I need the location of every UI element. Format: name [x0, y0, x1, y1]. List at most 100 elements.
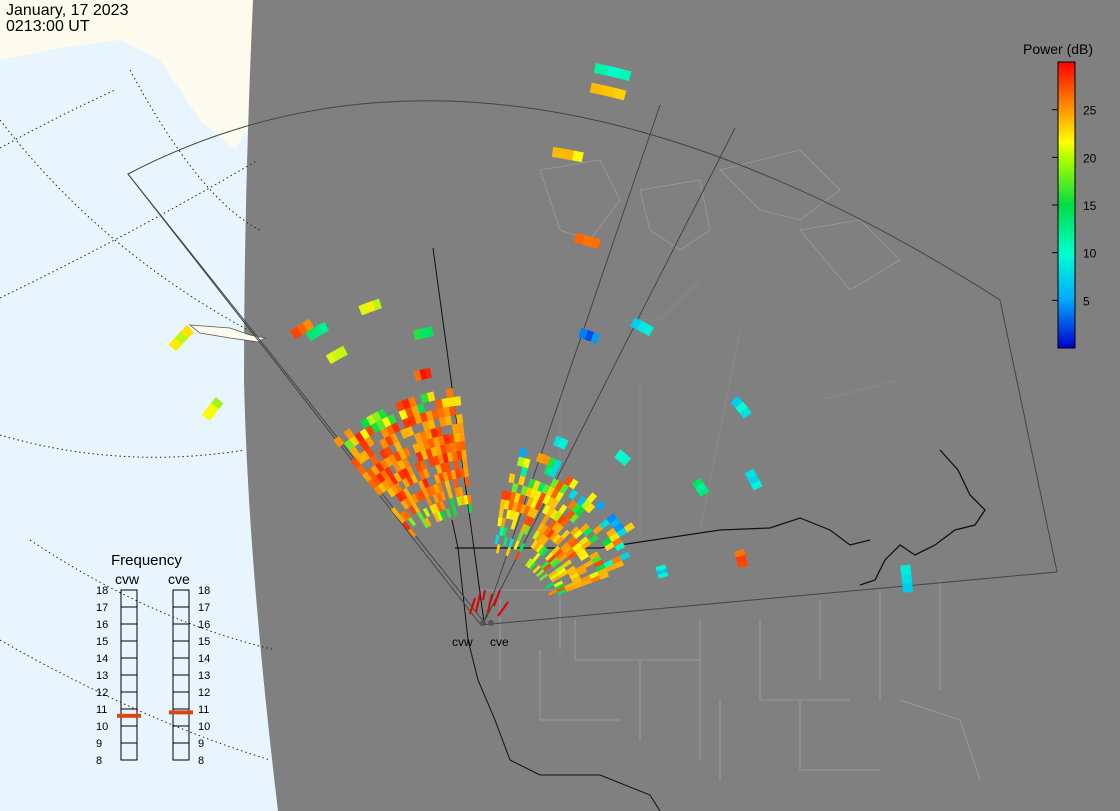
power-cell: [580, 575, 591, 583]
radar-site-cvw[interactable]: cvw: [452, 589, 509, 649]
power-cell: [567, 551, 578, 560]
power-cell: [730, 395, 743, 409]
power-cell: [519, 504, 527, 514]
power-cell: [400, 499, 409, 510]
frequency-tick-label: 9: [198, 738, 204, 750]
power-cell: [375, 419, 386, 431]
power-cell: [547, 554, 557, 564]
power-cell: [572, 578, 583, 586]
power-cell: [550, 488, 560, 500]
power-cell: [553, 548, 563, 558]
power-cell: [549, 478, 560, 489]
power-cell: [438, 416, 447, 427]
power-cell: [454, 441, 462, 452]
power-cell: [583, 559, 594, 569]
power-cell: [371, 475, 382, 486]
power-cell: [509, 491, 517, 502]
power-cell: [536, 522, 545, 533]
power-cell: [412, 503, 420, 514]
power-cell: [533, 490, 542, 501]
power-cell: [604, 541, 615, 551]
power-cell: [616, 68, 632, 82]
power-cell: [547, 589, 558, 596]
power-cell: [384, 466, 394, 478]
power-cell: [425, 448, 433, 459]
power-cell: [590, 575, 601, 583]
power-cell: [305, 328, 318, 342]
power-cell: [399, 511, 409, 522]
power-cell: [747, 474, 760, 485]
frequency-tick-label: 14: [96, 653, 108, 665]
power-cell: [656, 568, 668, 575]
power-cell: [456, 496, 462, 506]
light-landmass: [0, 0, 260, 150]
islands-outline: [539, 149, 901, 291]
power-cell: [567, 499, 577, 511]
power-cell: [379, 438, 389, 449]
power-cell: [432, 503, 440, 514]
power-cell: [554, 480, 564, 492]
power-cell: [532, 565, 541, 574]
power-cell: [518, 542, 526, 553]
power-cell: [697, 486, 710, 497]
frequency-label-cve: cve: [168, 571, 190, 587]
power-cell: [515, 502, 523, 513]
power-cell: [433, 512, 440, 523]
power-colorbar: Power (dB) 25 20 15 10 5: [1023, 41, 1097, 349]
power-cell: [535, 532, 544, 542]
power-cell: [591, 555, 602, 564]
power-cell: [410, 493, 419, 504]
power-cell: [550, 575, 561, 583]
power-cell: [430, 409, 440, 420]
power-cell: [571, 502, 582, 514]
power-cell: [520, 485, 528, 496]
power-cell: [442, 406, 451, 417]
power-cell: [530, 508, 539, 519]
power-cell: [395, 400, 405, 412]
power-cell: [569, 572, 580, 580]
power-cell: [392, 451, 402, 463]
power-cell: [526, 559, 535, 569]
power-cell: [425, 410, 434, 421]
power-cell: [317, 321, 330, 335]
power-cell: [422, 439, 431, 450]
power-cell: [595, 563, 606, 572]
power-cell: [436, 482, 444, 493]
power-cell: [442, 471, 449, 482]
power-cell: [518, 475, 526, 486]
power-cell: [569, 526, 580, 536]
power-cell: [510, 520, 517, 530]
power-cell: [435, 426, 443, 437]
power-cell: [505, 490, 512, 501]
power-cell: [566, 535, 577, 546]
power-cell: [364, 436, 375, 448]
power-cell: [571, 575, 581, 583]
power-cell: [609, 517, 621, 528]
power-cell: [378, 448, 389, 460]
frequency-marker-cve: [169, 710, 193, 715]
power-cell: [579, 552, 590, 562]
power-cell: [445, 508, 452, 518]
power-cell: [444, 415, 453, 426]
power-cell: [379, 427, 390, 439]
power-cell: [374, 462, 385, 473]
power-cell: [518, 447, 528, 459]
frequency-tick-label: 14: [198, 653, 210, 665]
frequency-tick-label: 11: [96, 704, 107, 716]
power-cell: [598, 571, 609, 580]
frequency-tick-label: 17: [96, 602, 108, 614]
power-cell: [452, 460, 460, 470]
power-cell: [523, 515, 531, 526]
power-cell: [386, 487, 396, 498]
power-cell: [343, 428, 355, 440]
power-cell: [446, 489, 454, 499]
radar-site-cve[interactable]: cve: [488, 620, 509, 649]
power-cell: [399, 428, 410, 439]
power-cell: [568, 489, 579, 500]
power-cell: [577, 567, 588, 576]
power-cell: [617, 452, 628, 464]
power-cell: [370, 465, 381, 476]
power-cell: [548, 467, 559, 479]
power-cell: [516, 456, 525, 467]
colorbar-tick-label: 25: [1083, 104, 1097, 118]
